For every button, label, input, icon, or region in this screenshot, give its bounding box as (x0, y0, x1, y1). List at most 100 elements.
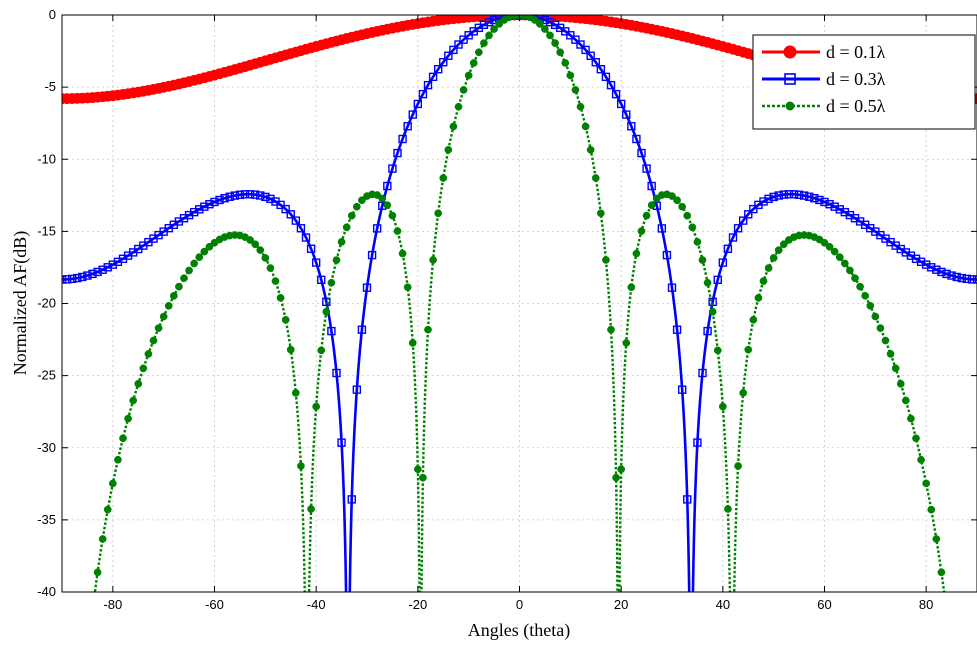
data-point (835, 253, 844, 262)
x-tick-label: 0 (516, 597, 523, 612)
x-tick-label: -60 (205, 597, 224, 612)
data-point (378, 194, 387, 203)
data-point (296, 224, 306, 233)
data-point (464, 71, 473, 80)
data-point (322, 307, 331, 316)
data-point (591, 57, 600, 67)
data-point (459, 86, 468, 94)
data-point (779, 240, 788, 249)
data-point (388, 164, 397, 173)
data-point (937, 568, 946, 577)
data-point (820, 197, 829, 207)
data-point (256, 191, 265, 200)
y-tick-label: 0 (49, 7, 56, 22)
data-point (235, 190, 245, 199)
legend-item: d = 0.1λ (762, 42, 886, 62)
data-point (195, 205, 204, 214)
data-point (744, 210, 753, 219)
data-point (693, 238, 702, 246)
data-point (479, 20, 489, 30)
data-point (637, 227, 646, 235)
y-tick-label: -35 (37, 512, 56, 527)
data-point (393, 227, 402, 235)
data-point (662, 250, 672, 260)
data-point (932, 535, 941, 543)
data-point (606, 80, 616, 90)
data-point (774, 191, 783, 200)
data-point (784, 190, 794, 199)
data-point (678, 202, 687, 211)
tick-labels: -80 -60 -40 -20 0 20 40 60 80 0 -5 -10 -15 -20 -25 -30 -… (37, 7, 933, 612)
data-point (480, 39, 488, 47)
data-point (957, 273, 966, 283)
data-point (922, 479, 931, 488)
data-point (677, 385, 687, 394)
data-point (489, 15, 499, 25)
data-point (601, 72, 611, 82)
data-point (789, 190, 799, 199)
data-point (794, 190, 804, 199)
data-point (647, 181, 656, 191)
data-point (830, 247, 839, 256)
data-point (73, 273, 82, 283)
data-point (718, 258, 728, 267)
data-point (454, 102, 463, 111)
data-point (403, 283, 412, 292)
data-point (347, 211, 356, 220)
data-point (190, 259, 199, 268)
data-point (871, 312, 880, 321)
data-point (907, 414, 915, 423)
data-point (591, 174, 600, 182)
data-point (134, 379, 143, 388)
data-point (927, 505, 936, 514)
data-point (668, 192, 676, 200)
legend-item: d = 0.3λ (762, 69, 886, 89)
data-point (93, 568, 102, 577)
data-point (942, 269, 951, 279)
series-line (62, 15, 977, 592)
data-point (210, 197, 219, 207)
data-point (769, 192, 778, 202)
data-point (327, 278, 336, 287)
data-point (78, 272, 87, 282)
data-point (713, 275, 722, 285)
data-point (642, 211, 651, 220)
data-point (627, 122, 636, 131)
data-point (144, 350, 153, 358)
data-point (744, 345, 753, 354)
data-point (454, 40, 463, 49)
data-point (98, 265, 107, 274)
data-point (556, 48, 565, 57)
data-point (561, 59, 570, 67)
data-point (632, 134, 641, 144)
data-point (637, 148, 646, 158)
data-point (342, 223, 351, 232)
data-point (175, 282, 183, 291)
legend-marker (784, 73, 796, 85)
data-point (322, 297, 331, 307)
data-point (541, 25, 549, 33)
data-point (428, 72, 438, 82)
data-point (921, 260, 931, 269)
data-point (571, 86, 580, 94)
legend-marker (783, 45, 797, 59)
data-point (723, 244, 733, 253)
data-point (413, 99, 423, 109)
data-point (779, 190, 789, 199)
data-point (566, 71, 575, 80)
data-point (372, 224, 382, 233)
data-point (449, 122, 458, 131)
data-point (240, 190, 250, 199)
data-point (403, 122, 412, 131)
data-point (851, 274, 859, 283)
data-point (632, 249, 641, 258)
data-point (291, 389, 300, 397)
data-point (88, 269, 97, 279)
data-point (571, 35, 580, 44)
data-point (769, 254, 778, 262)
data-point (444, 145, 453, 154)
data-point (271, 277, 280, 285)
data-point (622, 110, 631, 119)
data-point (250, 190, 260, 199)
legend-items: d = 0.1λ d = 0.3λ d = 0.5λ (762, 42, 886, 116)
